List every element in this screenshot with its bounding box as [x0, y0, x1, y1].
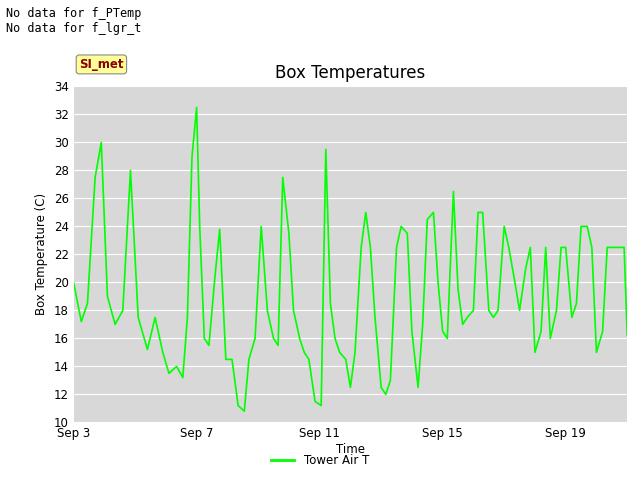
- Text: SI_met: SI_met: [79, 58, 124, 71]
- Y-axis label: Box Temperature (C): Box Temperature (C): [35, 193, 48, 315]
- Legend: Tower Air T: Tower Air T: [266, 449, 374, 472]
- Title: Box Temperatures: Box Temperatures: [275, 64, 426, 82]
- Text: No data for f_lgr_t: No data for f_lgr_t: [6, 22, 142, 35]
- Text: No data for f_PTemp: No data for f_PTemp: [6, 7, 142, 20]
- X-axis label: Time: Time: [336, 443, 365, 456]
